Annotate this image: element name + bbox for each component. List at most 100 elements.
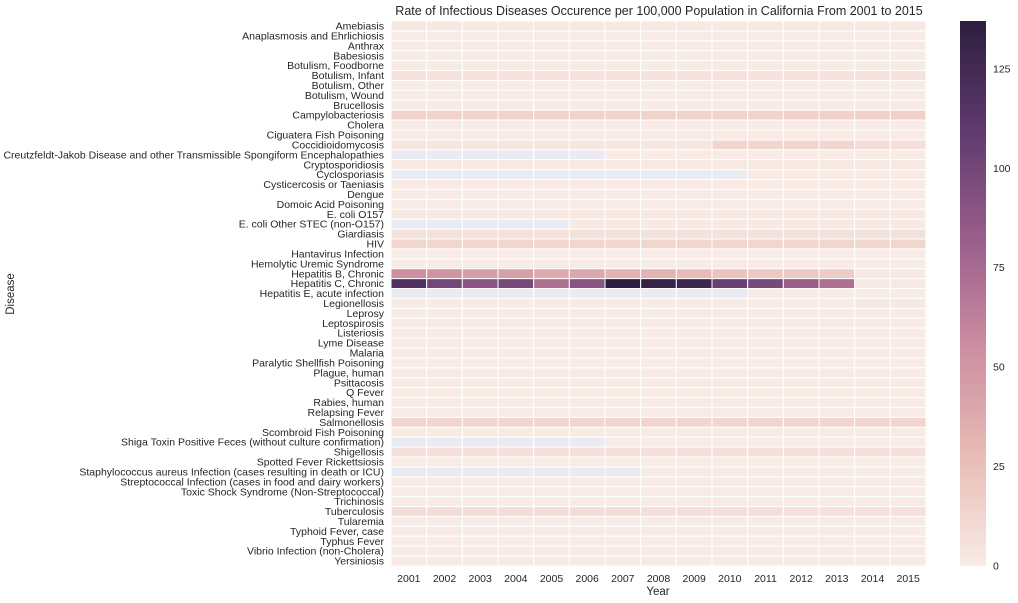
heatmap-cell — [818, 307, 856, 319]
heatmap-cell — [426, 436, 463, 448]
heatmap-cell — [889, 238, 927, 250]
heatmap-cell — [426, 337, 463, 349]
heatmap-cell — [568, 337, 606, 349]
heatmap-cell — [497, 476, 535, 488]
heatmap-cell — [568, 377, 606, 389]
heatmap-cell — [426, 476, 463, 488]
heatmap-cell — [711, 496, 749, 508]
heatmap-cell — [854, 40, 891, 52]
heatmap-cell — [889, 456, 927, 468]
heatmap-cell — [426, 535, 463, 547]
heatmap-cell — [889, 486, 927, 498]
heatmap-cell — [747, 525, 784, 537]
heatmap-cell — [640, 347, 677, 359]
y-tick-label: Staphylococcus aureus Infection (cases r… — [79, 466, 384, 478]
heatmap-cell — [747, 99, 784, 111]
heatmap-cell — [818, 159, 856, 171]
heatmap-cell — [568, 436, 606, 448]
heatmap-cell — [747, 188, 784, 200]
heatmap-cell — [390, 466, 428, 478]
heatmap-cell — [497, 70, 535, 81]
heatmap-cell — [533, 426, 570, 438]
y-tick-label: Brucellosis — [333, 100, 384, 112]
heatmap-cell — [533, 367, 570, 379]
y-tick-label: Salmonellosis — [319, 417, 384, 429]
heatmap-cell — [818, 50, 856, 62]
heatmap-cell — [390, 297, 428, 309]
heatmap-cell — [675, 169, 713, 181]
heatmap-cell — [782, 377, 820, 389]
heatmap-cell — [782, 109, 820, 121]
heatmap-cell — [426, 99, 463, 111]
heatmap-cell — [568, 188, 606, 200]
heatmap-cell — [604, 288, 642, 299]
heatmap-cell — [854, 208, 891, 220]
heatmap-cell — [889, 30, 927, 42]
heatmap-cell — [604, 169, 642, 181]
heatmap-cell — [568, 496, 606, 508]
y-tick-label: Leptospirosis — [322, 318, 384, 330]
heatmap-cell — [782, 555, 820, 567]
heatmap-cell — [533, 525, 570, 537]
heatmap-cell — [889, 387, 927, 399]
heatmap-cell — [711, 99, 749, 111]
heatmap-cell — [604, 367, 642, 379]
heatmap-cell — [675, 159, 713, 171]
heatmap-cell — [604, 357, 642, 369]
heatmap-cell — [640, 60, 677, 72]
heatmap-cell — [675, 268, 713, 280]
heatmap-cell — [568, 228, 606, 240]
heatmap-cell — [818, 60, 856, 72]
heatmap-cell — [854, 278, 891, 290]
heatmap-cell — [497, 337, 535, 349]
heatmap-cell — [640, 486, 677, 498]
heatmap-cell — [497, 307, 535, 319]
heatmap-cell — [675, 506, 713, 517]
heatmap-cell — [426, 79, 463, 91]
heatmap-cell — [604, 119, 642, 131]
heatmap-cell — [533, 357, 570, 369]
heatmap-cell — [818, 506, 856, 517]
heatmap-cell — [889, 20, 927, 32]
heatmap-cell — [568, 357, 606, 369]
heatmap-cell — [604, 258, 642, 270]
heatmap-cell — [818, 456, 856, 468]
heatmap-cell — [818, 476, 856, 488]
x-tick-label: 2001 — [397, 573, 421, 585]
heatmap-cell — [533, 406, 570, 418]
y-tick-label: Botulism, Foodborne — [287, 60, 384, 72]
heatmap-cell — [604, 406, 642, 418]
heatmap-cell — [461, 476, 499, 488]
heatmap-cell — [675, 89, 713, 101]
heatmap-cell — [497, 506, 535, 517]
heatmap-cell — [818, 169, 856, 181]
heatmap-cell — [889, 436, 927, 448]
heatmap-cell — [497, 555, 535, 567]
heatmap-cell — [533, 169, 570, 181]
heatmap-cell — [533, 248, 570, 260]
heatmap-cell — [568, 159, 606, 171]
heatmap-cell — [782, 307, 820, 319]
heatmap-cell — [604, 99, 642, 111]
heatmap-cell — [711, 50, 749, 62]
colorbar-tick-label: 25 — [993, 461, 1005, 473]
heatmap-cell — [854, 347, 891, 359]
heatmap-cell — [711, 169, 749, 181]
heatmap-cell — [747, 218, 784, 230]
heatmap-cell — [854, 70, 891, 81]
colorbar-tick-label: 75 — [993, 262, 1005, 274]
heatmap-cell — [782, 486, 820, 498]
heatmap-cell — [782, 337, 820, 349]
heatmap-cell — [818, 297, 856, 309]
heatmap-cell — [533, 129, 570, 141]
heatmap-cell — [889, 446, 927, 458]
heatmap-cell — [747, 129, 784, 141]
heatmap-cell — [568, 486, 606, 498]
heatmap-cell — [390, 268, 428, 280]
y-tick-label: Streptococcal Infection (cases in food a… — [120, 476, 384, 488]
heatmap-cell — [782, 218, 820, 230]
y-tick-label: Typhus Fever — [320, 536, 384, 548]
heatmap-cell — [711, 238, 749, 250]
heatmap-cell — [854, 377, 891, 389]
heatmap-cell — [747, 545, 784, 557]
